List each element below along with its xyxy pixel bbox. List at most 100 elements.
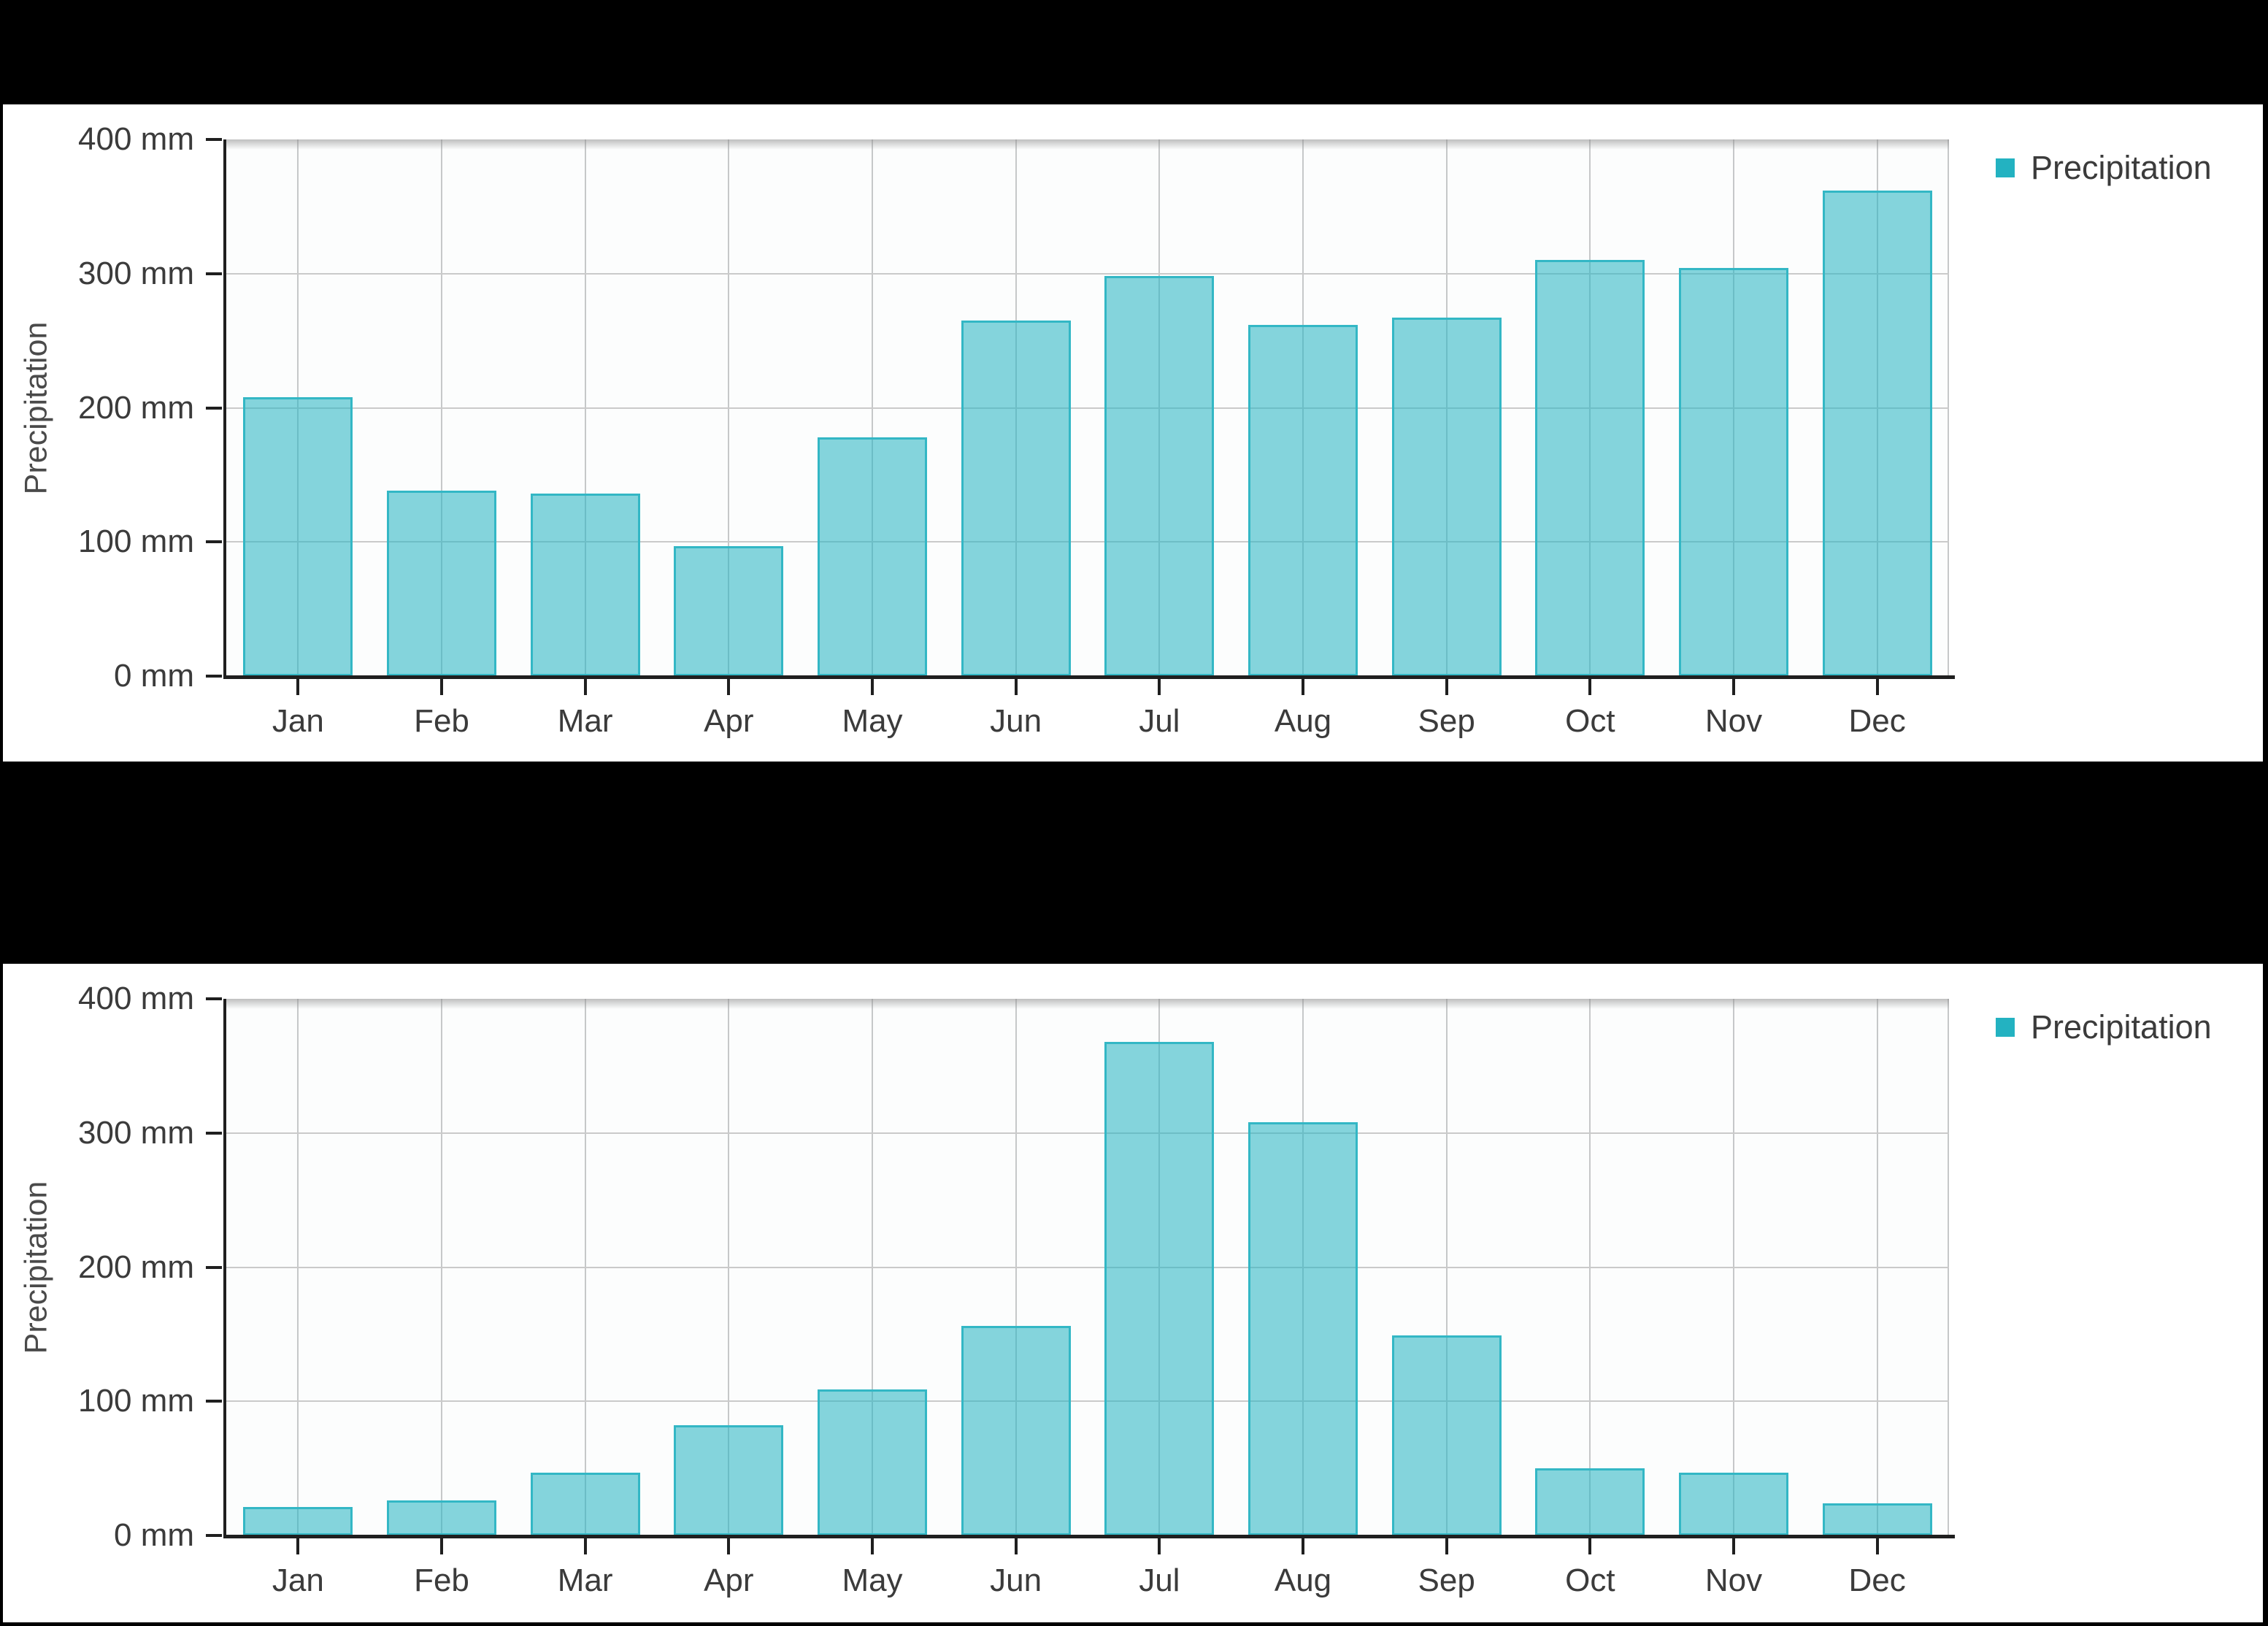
bar-aug xyxy=(1248,325,1358,676)
bar-dec xyxy=(1822,1503,1932,1535)
x-axis-tick xyxy=(1158,676,1161,695)
x-axis-tick xyxy=(1732,1535,1735,1554)
y-axis-line xyxy=(223,999,226,1538)
x-tick-label-jan: Jan xyxy=(272,703,324,739)
bar-jun xyxy=(961,1326,1071,1535)
y-tick-label: 400 mm xyxy=(78,121,194,157)
x-axis-tick xyxy=(1158,1535,1161,1554)
bar-feb xyxy=(387,1500,496,1535)
y-tick-label: 0 mm xyxy=(114,658,194,694)
x-axis-tick xyxy=(871,676,874,695)
horizontal-gridline xyxy=(226,541,1949,543)
x-tick-label-aug: Aug xyxy=(1274,1562,1332,1598)
x-tick-label-dec: Dec xyxy=(1848,1562,1906,1598)
x-axis-tick xyxy=(583,1535,587,1554)
x-axis-line xyxy=(223,675,1955,679)
bar-feb xyxy=(387,491,496,676)
y-tick-label: 300 mm xyxy=(78,1114,194,1151)
horizontal-gridline xyxy=(226,1132,1949,1134)
x-axis-tick xyxy=(871,1535,874,1554)
x-tick-label-jul: Jul xyxy=(1139,703,1180,739)
x-tick-label-nov: Nov xyxy=(1704,1562,1763,1598)
x-tick-label-jun: Jun xyxy=(990,1562,1042,1598)
x-tick-label-apr: Apr xyxy=(704,703,754,739)
y-axis-tick xyxy=(206,1400,222,1403)
legend-label: Precipitation xyxy=(2031,149,2212,186)
x-tick-label-mar: Mar xyxy=(557,1562,613,1598)
x-tick-label-nov: Nov xyxy=(1704,703,1763,739)
y-axis-tick xyxy=(206,997,222,1000)
bar-jan xyxy=(243,1507,353,1535)
x-tick-label-jun: Jun xyxy=(990,703,1042,739)
x-axis-tick xyxy=(440,1535,443,1554)
x-axis-tick xyxy=(583,676,587,695)
x-axis-tick xyxy=(1875,1535,1879,1554)
bar-apr xyxy=(674,1425,784,1535)
y-axis-title: Precipitation xyxy=(18,321,54,494)
y-tick-label: 100 mm xyxy=(78,1383,194,1419)
bar-mar xyxy=(530,1473,640,1535)
legend-color-swatch xyxy=(1996,158,2015,177)
x-tick-label-aug: Aug xyxy=(1274,703,1332,739)
bar-jul xyxy=(1104,1042,1215,1535)
y-axis-tick xyxy=(206,540,222,544)
x-tick-label-jan: Jan xyxy=(272,1562,324,1598)
y-axis-tick xyxy=(206,1265,222,1269)
plot-area xyxy=(226,999,1949,1535)
bar-sep xyxy=(1391,1335,1502,1535)
y-tick-label: 400 mm xyxy=(78,981,194,1016)
bar-jun xyxy=(961,321,1071,676)
x-axis-tick xyxy=(296,676,300,695)
x-tick-label-may: May xyxy=(842,703,903,739)
y-tick-label: 0 mm xyxy=(114,1517,194,1553)
top-gridline-shadow xyxy=(226,139,1949,150)
bar-may xyxy=(818,1389,927,1535)
y-tick-label: 300 mm xyxy=(78,255,194,291)
x-axis-tick xyxy=(1445,1535,1448,1554)
x-axis-tick xyxy=(1732,676,1735,695)
x-axis-line xyxy=(223,1535,1955,1538)
x-tick-label-jul: Jul xyxy=(1139,1562,1180,1598)
bar-nov xyxy=(1679,268,1788,676)
bar-nov xyxy=(1679,1473,1788,1535)
legend: Precipitation xyxy=(1996,1009,2212,1046)
horizontal-gridline xyxy=(226,272,1949,275)
bar-sep xyxy=(1391,318,1502,676)
plot-area xyxy=(226,139,1949,676)
y-axis-tick xyxy=(206,675,222,678)
y-axis-title: Precipitation xyxy=(18,1181,54,1354)
legend-color-swatch xyxy=(1996,1018,2015,1037)
y-tick-label: 100 mm xyxy=(78,524,194,560)
y-tick-label: 200 mm xyxy=(78,389,194,426)
y-axis-tick xyxy=(206,1534,222,1537)
bar-oct xyxy=(1535,1468,1645,1535)
bar-apr xyxy=(674,546,784,676)
x-axis-tick xyxy=(296,1535,300,1554)
precipitation-chart-bottom: 0 mm 100 mm 200 mm 300 mm 400 mm Jan Feb Mar Apr… xyxy=(3,964,2263,1622)
x-tick-label-sep: Sep xyxy=(1418,1562,1475,1598)
bar-aug xyxy=(1248,1122,1358,1535)
horizontal-gridline xyxy=(226,1266,1949,1268)
x-axis-tick xyxy=(1302,1535,1304,1554)
x-tick-label-may: May xyxy=(842,1562,903,1598)
bar-jan xyxy=(243,397,353,676)
x-axis-tick xyxy=(440,676,443,695)
top-gridline-shadow xyxy=(226,999,1949,1009)
x-tick-label-sep: Sep xyxy=(1418,703,1475,739)
y-axis-tick xyxy=(206,406,222,410)
x-tick-label-oct: Oct xyxy=(1565,703,1615,739)
x-axis-tick xyxy=(1302,676,1304,695)
horizontal-gridline xyxy=(226,1400,1949,1403)
y-tick-label: 200 mm xyxy=(78,1249,194,1285)
y-axis-tick xyxy=(206,138,222,141)
x-axis-tick xyxy=(1875,676,1879,695)
bar-dec xyxy=(1822,191,1932,676)
legend: Precipitation xyxy=(1996,150,2212,186)
x-tick-label-oct: Oct xyxy=(1565,1562,1615,1598)
x-axis-tick xyxy=(1014,676,1018,695)
x-axis-tick xyxy=(727,676,731,695)
legend-label: Precipitation xyxy=(2031,1008,2212,1046)
x-axis-tick xyxy=(1014,1535,1018,1554)
y-axis-line xyxy=(223,139,226,678)
